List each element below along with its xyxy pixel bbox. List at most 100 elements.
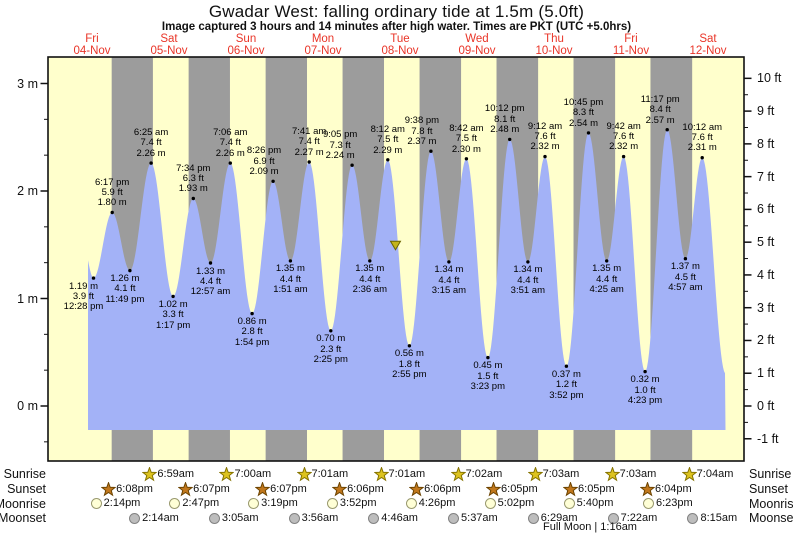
tide-extreme-dot [564,364,569,368]
astro-event-time: 2:47pm [182,497,220,509]
day-label: Tue 08-Nov [381,33,419,57]
tide-extreme-annotation: 1.02 m 3.3 ft 1:17 pm [155,298,191,331]
day-label: Sun 06-Nov [227,33,265,57]
sunrise-star-icon [296,466,312,482]
tide-extreme-annotation: 1.34 m 4.4 ft 3:51 am [510,264,545,297]
tide-extreme-dot [665,128,669,132]
tide-extreme-dot [288,259,293,263]
sunrise-star-icon [604,466,620,482]
astro-event-time: 7:01am [388,467,426,480]
moonrise-circle-icon [563,498,575,509]
chart-subtitle: Image captured 3 hours and 14 minutes af… [161,21,632,33]
tide-extreme-dot [149,161,153,165]
astro-row-label-left-sunrise: Sunrise [3,467,46,481]
day-label: Thu 10-Nov [535,33,573,57]
sunset-star-icon [486,481,502,497]
tide-extreme-annotation: 1.37 m 4.5 ft 4:57 am [668,261,703,294]
astro-event-time: 7:00am [234,467,272,480]
day-label: Mon 07-Nov [304,33,342,57]
tide-extreme-annotation: 11:17 pm 8.4 ft 2.57 m [640,93,680,126]
y-axis-right-tick-label: 2 ft [757,333,775,348]
tide-extreme-annotation: 1.34 m 4.4 ft 3:15 am [431,264,467,297]
moonrise-circle-icon [484,498,496,509]
astro-event-time: 6:05pm [501,482,538,495]
sunset-star-icon [101,481,117,497]
tide-extreme-annotation: 9:05 pm 7.3 ft 2.24 m [322,129,358,161]
tide-extreme-dot [208,261,213,265]
tide-extreme-dot [329,329,333,333]
tide-extreme-annotation: 9:12 am 7.6 ft 2.32 m [527,120,563,153]
tide-extreme-dot [128,268,132,273]
tide-extreme-annotation: 1.35 m 4.4 ft 2:36 am [352,263,387,296]
tide-extreme-dot [508,137,512,142]
tide-extreme-dot [171,294,175,299]
astro-event-time: 6:08pm [116,482,153,495]
y-axis-right-tick-label: 6 ft [757,202,775,217]
page-title: Gwadar West: falling ordinary tide at 1.… [208,2,585,21]
y-axis-left-tick-label: 2 m [17,184,38,198]
moonset-circle-icon [368,512,380,524]
tide-extreme-annotation: 1.33 m 4.4 ft 12:57 am [190,265,231,298]
tide-extreme-dot [191,196,195,201]
tide-extreme-annotation: 7:41 am 7.4 ft 2.27 m [291,125,327,158]
astro-event-time: 6:23pm [655,497,693,509]
astro-row-label-right-sunset: Sunset [749,482,788,496]
tide-extreme-dot [683,257,688,261]
astro-event-time: 6:05pm [578,482,615,495]
astro-event-time: 6:29am [540,511,578,524]
astro-event-time: 2:14pm [103,497,141,509]
sunrise-star-icon [681,466,697,482]
tide-extreme-dot [271,179,275,183]
tide-extreme-dot [386,158,390,162]
astro-event-time: 8:15am [700,511,738,524]
tide-extreme-annotation: 8:26 pm 6.9 ft 2.09 m [246,145,282,178]
moonset-circle-icon [448,512,460,524]
full-moon-caption: Full Moon | 1:16am [543,521,637,533]
astro-event-time: 5:02pm [497,497,535,509]
tide-extreme-dot [643,369,647,374]
moonrise-circle-icon [90,498,102,509]
moonrise-circle-icon [642,498,654,509]
tide-extreme-annotation: 1.26 m 4.1 ft 11:49 pm [105,273,145,305]
tide-extreme-dot [543,154,547,159]
tide-extreme-dot [350,163,354,167]
astro-event-time: 7:01am [311,467,349,480]
tide-extreme-annotation: 8:12 am 7.5 ft 2.29 m [370,123,405,156]
tide-extreme-dot [700,156,704,160]
sunrise-star-icon [450,466,466,482]
astro-row-label-left-moonset: Moonset [0,511,46,525]
y-axis-right-tick-label: 5 ft [757,235,775,250]
astro-event-time: 3:56am [301,511,339,524]
astro-event-time: 4:26pm [418,497,456,509]
sunset-star-icon [255,481,271,497]
y-axis-left-tick-label: 0 m [17,399,38,413]
y-axis-left-tick-label: 3 m [17,76,38,91]
moonset-circle-icon [687,512,699,524]
astro-row-label-left-sunset: Sunset [7,482,46,496]
sunrise-star-icon [219,466,235,482]
tide-extreme-annotation: 6:17 pm 5.9 ft 1.80 m [94,176,130,209]
tide-extreme-annotation: 0.32 m 1.0 ft 4:23 pm [627,374,663,406]
astro-event-time: 5:37am [461,511,498,524]
day-label: Wed 09-Nov [458,33,496,57]
sunrise-star-icon [527,466,543,482]
moonrise-circle-icon [248,498,260,509]
moonrise-circle-icon [326,498,338,509]
tide-extreme-annotation: 7:06 am 7.4 ft 2.26 m [213,127,248,159]
y-axis-right-tick-label: -1 ft [757,431,779,446]
sunset-star-icon [332,481,348,497]
sunset-star-icon [409,481,425,497]
sunset-star-icon [563,481,579,497]
y-axis-right-tick-label: 9 ft [757,104,775,119]
astro-event-time: 6:06pm [424,482,461,495]
astro-row-label-right-sunrise: Sunrise [749,467,792,481]
astro-event-time: 6:07pm [193,482,230,495]
tide-extreme-annotation: 10:12 pm 8.1 ft 2.48 m [484,103,525,136]
astro-event-time: 7:04am [696,467,734,480]
tide-extreme-dot [605,259,609,263]
current-tide-marker-icon [389,240,402,251]
astro-event-time: 3:05am [221,511,259,524]
astro-event-time: 7:03am [619,467,657,480]
astro-row-label-right-moonrise: Moonrise [749,496,793,511]
astro-row-label-left-moonrise: Moonrise [0,496,46,511]
